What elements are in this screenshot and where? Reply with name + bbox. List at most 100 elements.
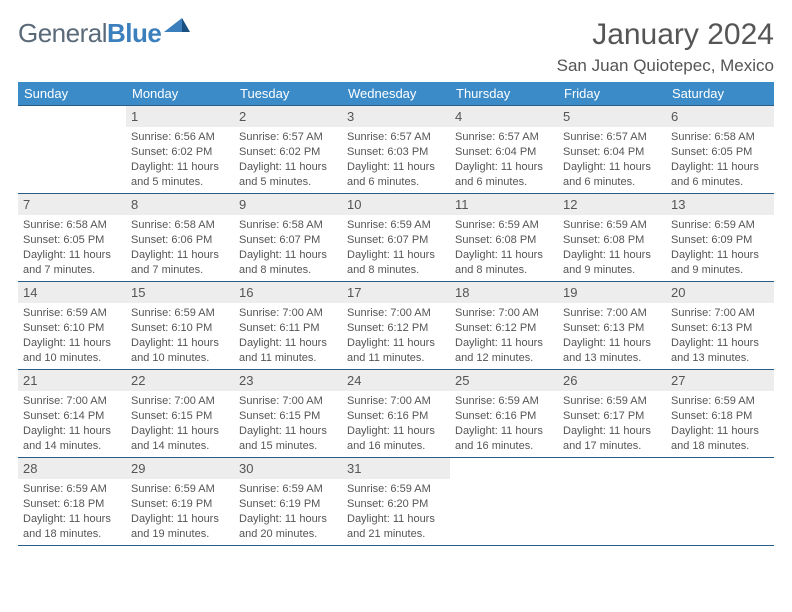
day-cell: 7Sunrise: 6:58 AM Sunset: 6:05 PM Daylig…	[18, 194, 126, 282]
day-number: 3	[342, 106, 450, 127]
day-number: 28	[18, 458, 126, 479]
logo-part1: General	[18, 18, 107, 48]
day-number: 14	[18, 282, 126, 303]
day-number: 6	[666, 106, 774, 127]
day-text: Sunrise: 6:58 AM Sunset: 6:05 PM Dayligh…	[18, 215, 126, 279]
day-text: Sunrise: 6:59 AM Sunset: 6:18 PM Dayligh…	[666, 391, 774, 455]
day-cell: 1Sunrise: 6:56 AM Sunset: 6:02 PM Daylig…	[126, 106, 234, 194]
day-cell: 8Sunrise: 6:58 AM Sunset: 6:06 PM Daylig…	[126, 194, 234, 282]
day-cell: 31Sunrise: 6:59 AM Sunset: 6:20 PM Dayli…	[342, 458, 450, 546]
day-cell: 18Sunrise: 7:00 AM Sunset: 6:12 PM Dayli…	[450, 282, 558, 370]
day-cell: 9Sunrise: 6:58 AM Sunset: 6:07 PM Daylig…	[234, 194, 342, 282]
day-cell: 10Sunrise: 6:59 AM Sunset: 6:07 PM Dayli…	[342, 194, 450, 282]
day-number: 21	[18, 370, 126, 391]
day-number: 8	[126, 194, 234, 215]
dayname-monday: Monday	[126, 82, 234, 106]
day-text: Sunrise: 6:59 AM Sunset: 6:10 PM Dayligh…	[18, 303, 126, 367]
day-text: Sunrise: 7:00 AM Sunset: 6:16 PM Dayligh…	[342, 391, 450, 455]
day-cell: 29Sunrise: 6:59 AM Sunset: 6:19 PM Dayli…	[126, 458, 234, 546]
header: GeneralBlue January 2024 San Juan Quiote…	[18, 18, 774, 76]
week-row: 14Sunrise: 6:59 AM Sunset: 6:10 PM Dayli…	[18, 282, 774, 370]
day-text: Sunrise: 6:59 AM Sunset: 6:10 PM Dayligh…	[126, 303, 234, 367]
day-text: Sunrise: 6:58 AM Sunset: 6:05 PM Dayligh…	[666, 127, 774, 191]
dayname-row: SundayMondayTuesdayWednesdayThursdayFrid…	[18, 82, 774, 106]
day-text: Sunrise: 7:00 AM Sunset: 6:11 PM Dayligh…	[234, 303, 342, 367]
title-location: San Juan Quiotepec, Mexico	[557, 56, 774, 76]
day-number: 4	[450, 106, 558, 127]
day-number: 25	[450, 370, 558, 391]
day-number: 12	[558, 194, 666, 215]
day-text: Sunrise: 6:57 AM Sunset: 6:04 PM Dayligh…	[558, 127, 666, 191]
day-number: 17	[342, 282, 450, 303]
day-text: Sunrise: 6:59 AM Sunset: 6:19 PM Dayligh…	[234, 479, 342, 543]
day-text: Sunrise: 7:00 AM Sunset: 6:14 PM Dayligh…	[18, 391, 126, 455]
calendar-body: 1Sunrise: 6:56 AM Sunset: 6:02 PM Daylig…	[18, 106, 774, 546]
day-number: 15	[126, 282, 234, 303]
day-cell: 26Sunrise: 6:59 AM Sunset: 6:17 PM Dayli…	[558, 370, 666, 458]
dayname-tuesday: Tuesday	[234, 82, 342, 106]
day-text: Sunrise: 7:00 AM Sunset: 6:15 PM Dayligh…	[126, 391, 234, 455]
day-cell: 11Sunrise: 6:59 AM Sunset: 6:08 PM Dayli…	[450, 194, 558, 282]
day-number: 13	[666, 194, 774, 215]
day-cell: 30Sunrise: 6:59 AM Sunset: 6:19 PM Dayli…	[234, 458, 342, 546]
day-number: 10	[342, 194, 450, 215]
day-cell: 13Sunrise: 6:59 AM Sunset: 6:09 PM Dayli…	[666, 194, 774, 282]
day-text: Sunrise: 7:00 AM Sunset: 6:13 PM Dayligh…	[666, 303, 774, 367]
day-text: Sunrise: 6:59 AM Sunset: 6:08 PM Dayligh…	[450, 215, 558, 279]
week-row: 1Sunrise: 6:56 AM Sunset: 6:02 PM Daylig…	[18, 106, 774, 194]
logo-text: GeneralBlue	[18, 18, 161, 49]
day-text: Sunrise: 6:57 AM Sunset: 6:02 PM Dayligh…	[234, 127, 342, 191]
day-text: Sunrise: 6:57 AM Sunset: 6:04 PM Dayligh…	[450, 127, 558, 191]
day-cell	[18, 106, 126, 194]
day-cell: 28Sunrise: 6:59 AM Sunset: 6:18 PM Dayli…	[18, 458, 126, 546]
day-cell: 23Sunrise: 7:00 AM Sunset: 6:15 PM Dayli…	[234, 370, 342, 458]
week-row: 28Sunrise: 6:59 AM Sunset: 6:18 PM Dayli…	[18, 458, 774, 546]
day-text: Sunrise: 7:00 AM Sunset: 6:12 PM Dayligh…	[342, 303, 450, 367]
day-text: Sunrise: 6:56 AM Sunset: 6:02 PM Dayligh…	[126, 127, 234, 191]
day-text: Sunrise: 6:59 AM Sunset: 6:07 PM Dayligh…	[342, 215, 450, 279]
day-text: Sunrise: 7:00 AM Sunset: 6:12 PM Dayligh…	[450, 303, 558, 367]
day-number: 23	[234, 370, 342, 391]
day-cell: 22Sunrise: 7:00 AM Sunset: 6:15 PM Dayli…	[126, 370, 234, 458]
day-cell	[558, 458, 666, 546]
day-text: Sunrise: 6:59 AM Sunset: 6:08 PM Dayligh…	[558, 215, 666, 279]
day-number: 20	[666, 282, 774, 303]
day-number: 11	[450, 194, 558, 215]
day-number: 1	[126, 106, 234, 127]
day-cell: 3Sunrise: 6:57 AM Sunset: 6:03 PM Daylig…	[342, 106, 450, 194]
day-cell: 4Sunrise: 6:57 AM Sunset: 6:04 PM Daylig…	[450, 106, 558, 194]
week-row: 21Sunrise: 7:00 AM Sunset: 6:14 PM Dayli…	[18, 370, 774, 458]
dayname-friday: Friday	[558, 82, 666, 106]
day-cell: 17Sunrise: 7:00 AM Sunset: 6:12 PM Dayli…	[342, 282, 450, 370]
day-text: Sunrise: 6:57 AM Sunset: 6:03 PM Dayligh…	[342, 127, 450, 191]
logo: GeneralBlue	[18, 18, 190, 49]
day-text: Sunrise: 6:58 AM Sunset: 6:06 PM Dayligh…	[126, 215, 234, 279]
day-number: 9	[234, 194, 342, 215]
day-cell: 19Sunrise: 7:00 AM Sunset: 6:13 PM Dayli…	[558, 282, 666, 370]
day-text: Sunrise: 6:59 AM Sunset: 6:18 PM Dayligh…	[18, 479, 126, 543]
day-number: 27	[666, 370, 774, 391]
day-number: 24	[342, 370, 450, 391]
calendar-table: SundayMondayTuesdayWednesdayThursdayFrid…	[18, 82, 774, 546]
logo-triangle-icon	[164, 14, 190, 37]
day-number: 22	[126, 370, 234, 391]
day-number: 18	[450, 282, 558, 303]
day-number: 16	[234, 282, 342, 303]
day-cell: 24Sunrise: 7:00 AM Sunset: 6:16 PM Dayli…	[342, 370, 450, 458]
day-text: Sunrise: 6:59 AM Sunset: 6:09 PM Dayligh…	[666, 215, 774, 279]
day-cell: 27Sunrise: 6:59 AM Sunset: 6:18 PM Dayli…	[666, 370, 774, 458]
dayname-wednesday: Wednesday	[342, 82, 450, 106]
day-cell: 15Sunrise: 6:59 AM Sunset: 6:10 PM Dayli…	[126, 282, 234, 370]
dayname-saturday: Saturday	[666, 82, 774, 106]
day-cell: 16Sunrise: 7:00 AM Sunset: 6:11 PM Dayli…	[234, 282, 342, 370]
day-text: Sunrise: 6:59 AM Sunset: 6:16 PM Dayligh…	[450, 391, 558, 455]
day-cell: 2Sunrise: 6:57 AM Sunset: 6:02 PM Daylig…	[234, 106, 342, 194]
day-cell: 14Sunrise: 6:59 AM Sunset: 6:10 PM Dayli…	[18, 282, 126, 370]
day-number: 26	[558, 370, 666, 391]
day-cell: 5Sunrise: 6:57 AM Sunset: 6:04 PM Daylig…	[558, 106, 666, 194]
day-text: Sunrise: 6:59 AM Sunset: 6:19 PM Dayligh…	[126, 479, 234, 543]
day-cell: 21Sunrise: 7:00 AM Sunset: 6:14 PM Dayli…	[18, 370, 126, 458]
day-text: Sunrise: 6:58 AM Sunset: 6:07 PM Dayligh…	[234, 215, 342, 279]
day-text: Sunrise: 6:59 AM Sunset: 6:17 PM Dayligh…	[558, 391, 666, 455]
day-cell	[450, 458, 558, 546]
